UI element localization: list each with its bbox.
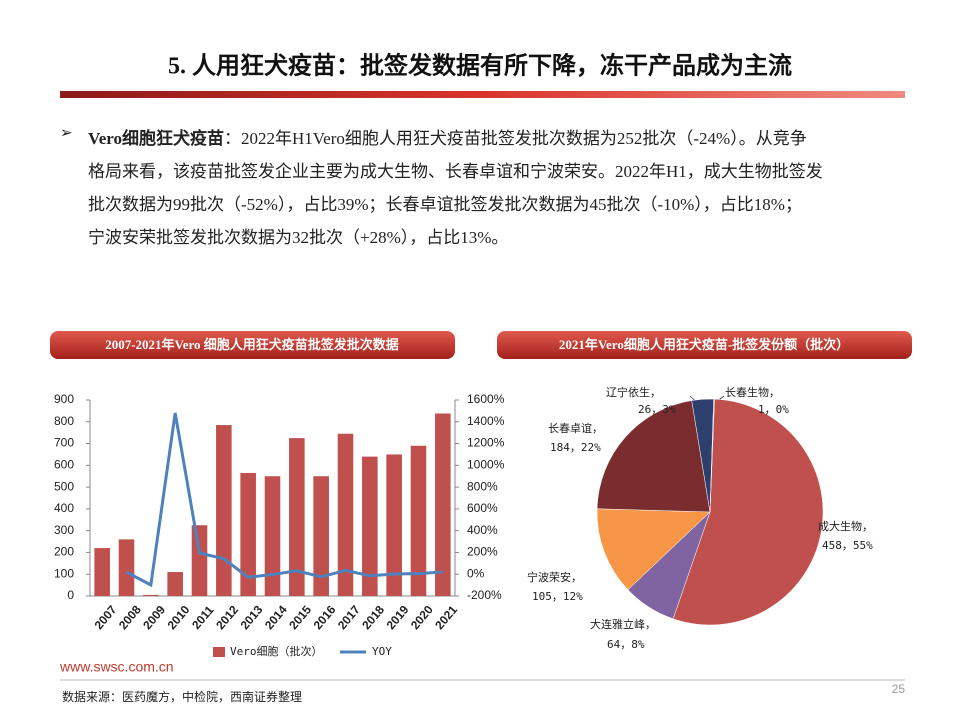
- bar: [118, 539, 135, 596]
- bar: [191, 525, 208, 596]
- slice-value-label: 458，55%: [822, 539, 873, 552]
- y2-tick-label: -200%: [467, 588, 502, 602]
- x-tick-label: 2016: [311, 602, 339, 632]
- bar: [386, 454, 402, 596]
- x-tick-label: 2019: [384, 602, 412, 632]
- bullet-arrow: ➢: [60, 125, 73, 141]
- pie-slice: [709, 398, 715, 513]
- legend-swatch: [213, 647, 225, 657]
- x-tick-label: 2010: [165, 602, 193, 632]
- bullet-line: 宁波安荣批签发批次数据为32批次（+28%），占比13%。: [88, 228, 509, 247]
- y-tick-label: 500: [54, 479, 74, 493]
- legend-label: YOY: [372, 645, 392, 658]
- x-tick-label: 2011: [189, 603, 217, 632]
- x-tick-label: 2018: [359, 602, 387, 632]
- chart-title: 2021年Vero细胞人用狂犬疫苗-批签发份额（批次）: [559, 337, 849, 352]
- x-tick-label: 2020: [408, 602, 436, 632]
- x-tick-label: 2008: [116, 602, 144, 632]
- y2-tick-label: 1200%: [467, 436, 505, 450]
- legend-label: Vero细胞（批次）: [230, 644, 323, 658]
- bar: [216, 425, 232, 596]
- x-tick-label: 2009: [140, 602, 168, 632]
- x-tick-label: 2021: [432, 602, 460, 632]
- slice-label: 长春卓谊，: [548, 421, 603, 435]
- site-url: www.swsc.com.cn: [59, 659, 174, 675]
- bullet-text: Vero细胞狂犬疫苗：2022年H1Vero细胞人用狂犬疫苗批签发批次数据为25…: [88, 122, 918, 254]
- y-tick-label: 400: [54, 501, 74, 515]
- x-tick-label: 2014: [262, 602, 290, 632]
- slide-title: 5. 人用狂犬疫苗：批签发数据有所下降，冻干产品成为主流: [168, 52, 792, 80]
- y2-tick-label: 800%: [467, 479, 498, 493]
- x-tick-label: 2012: [213, 602, 241, 632]
- bar: [337, 433, 354, 596]
- bar: [240, 472, 256, 596]
- bar: [289, 438, 305, 596]
- slice-label: 辽宁依生，: [606, 385, 661, 399]
- y2-tick-label: 600%: [467, 501, 498, 515]
- bullet-line: 格局来看，该疫苗批签发企业主要为成大生物、长春卓谊和宁波荣安。2022年H1，成…: [88, 162, 823, 181]
- slice-value-label: 105，12%: [532, 590, 583, 603]
- y-tick-label: 900: [54, 392, 74, 406]
- chart-banner: [497, 331, 912, 359]
- page-number: 25: [892, 682, 906, 696]
- bullet-line-text: ：2022年H1Vero细胞人用狂犬疫苗批签发批次数据为252批次（-24%）。…: [224, 129, 807, 148]
- x-tick-label: 2017: [335, 602, 363, 632]
- chart-title: 2007-2021年Vero 细胞人用狂犬疫苗批签发批次数据: [105, 337, 399, 352]
- slice-value-label: 64，8%: [607, 638, 645, 651]
- pie-slice: [596, 508, 711, 591]
- x-tick-label: 2007: [92, 602, 120, 632]
- bar: [167, 572, 183, 596]
- source-note: 数据来源：医药魔方，中检院，西南证券整理: [62, 689, 302, 704]
- slice-label: 长春生物，: [725, 385, 780, 399]
- x-tick-label: 2013: [238, 602, 266, 632]
- y2-tick-label: 1400%: [467, 414, 505, 428]
- y2-tick-label: 1600%: [467, 392, 505, 406]
- bar: [264, 476, 281, 596]
- bar: [94, 548, 110, 596]
- bar: [313, 476, 329, 596]
- bar: [362, 456, 378, 596]
- chart-banner: [50, 331, 455, 359]
- line-series: [125, 412, 443, 588]
- bullet-lead: Vero细胞狂犬疫苗: [88, 129, 224, 148]
- bullet-line: 批次数据为99批次（-52%），占比39%；长春卓谊批签发批次数据为45批次（-…: [88, 195, 802, 214]
- y-tick-label: 200: [54, 545, 74, 559]
- slice-label: 大连雅立峰，: [590, 617, 656, 631]
- y2-tick-label: 200%: [467, 545, 498, 559]
- y-tick-label: 800: [54, 414, 74, 428]
- slice-value-label: 1，0%: [758, 403, 789, 416]
- y-tick-label: 300: [54, 523, 74, 537]
- bar: [410, 445, 427, 596]
- bullet-line: Vero细胞狂犬疫苗：2022年H1Vero细胞人用狂犬疫苗批签发批次数据为25…: [88, 122, 918, 155]
- y2-tick-label: 0%: [467, 566, 485, 580]
- pie-slice: [596, 400, 711, 513]
- y-tick-label: 0: [67, 588, 74, 602]
- y-tick-label: 600: [54, 458, 74, 472]
- slice-label: 宁波荣安，: [527, 570, 582, 584]
- slice-value-label: 26，3%: [638, 403, 676, 416]
- y2-tick-label: 400%: [467, 523, 498, 537]
- x-tick-label: 2015: [286, 602, 314, 632]
- bar: [435, 413, 451, 596]
- y-tick-label: 700: [54, 436, 74, 450]
- y2-tick-label: 1000%: [467, 458, 505, 472]
- bar: [143, 594, 159, 596]
- title-rule: [60, 91, 905, 98]
- slice-value-label: 184，22%: [550, 441, 601, 454]
- pie-slice: [672, 398, 824, 626]
- slice-label: 成大生物，: [818, 519, 873, 533]
- y-tick-label: 100: [54, 566, 74, 580]
